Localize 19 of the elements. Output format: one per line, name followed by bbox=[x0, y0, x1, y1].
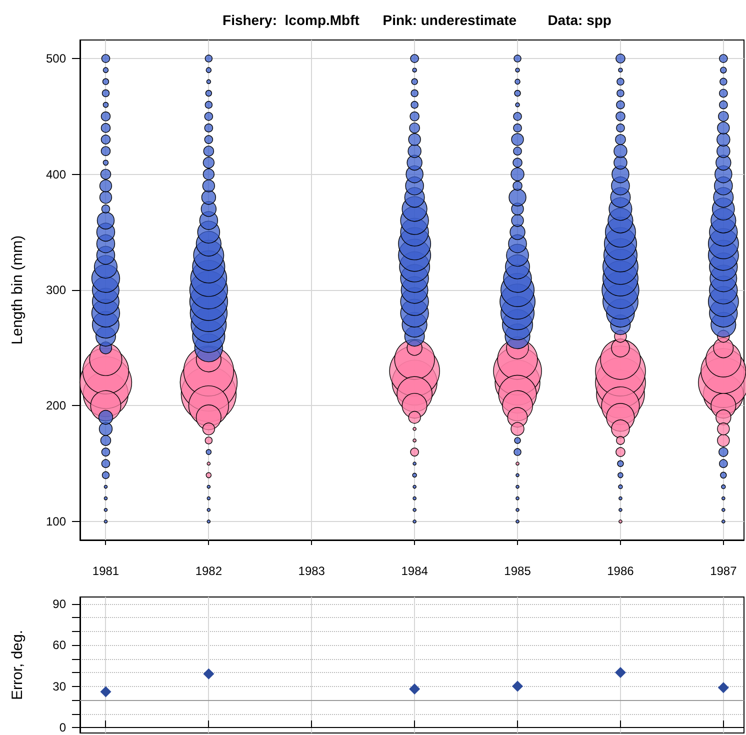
y-tick-label: 0 bbox=[59, 720, 66, 735]
x-tick-label: 1987 bbox=[710, 564, 738, 578]
y-tick-label: 400 bbox=[46, 167, 66, 182]
x-tick-label: 1986 bbox=[607, 564, 634, 578]
y-tick-label: 100 bbox=[46, 514, 66, 528]
y-tick-label: 300 bbox=[46, 283, 66, 297]
x-tick-label: 1984 bbox=[401, 564, 428, 578]
y-tick-label: 90 bbox=[52, 596, 66, 611]
x-tick-label: 1985 bbox=[504, 564, 532, 578]
y-tick-label: 200 bbox=[46, 398, 66, 413]
y-tick-label: 30 bbox=[52, 679, 66, 694]
y-tick-label: 60 bbox=[52, 638, 66, 652]
y-axis-title: Length bin (mm) bbox=[9, 235, 26, 345]
x-tick-label: 1982 bbox=[195, 564, 222, 578]
y-tick-label: 500 bbox=[46, 52, 66, 66]
x-tick-label: 1983 bbox=[298, 564, 326, 578]
y-axis-title: Error, deg. bbox=[9, 630, 26, 700]
x-tick-label: 1981 bbox=[92, 564, 120, 578]
chart-title: Fishery: lcomp.Mbft Pink: underestimate Data: spp bbox=[222, 12, 612, 28]
